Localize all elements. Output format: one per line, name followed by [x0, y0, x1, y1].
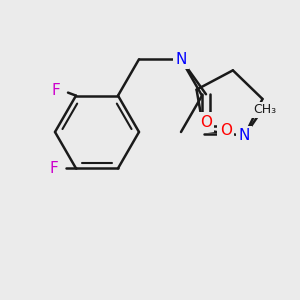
Text: F: F	[50, 161, 58, 176]
Text: F: F	[52, 83, 60, 98]
Text: CH₃: CH₃	[253, 103, 276, 116]
Text: N: N	[239, 128, 250, 143]
Text: N: N	[175, 52, 187, 67]
Text: O: O	[220, 123, 232, 138]
Text: O: O	[200, 115, 212, 130]
